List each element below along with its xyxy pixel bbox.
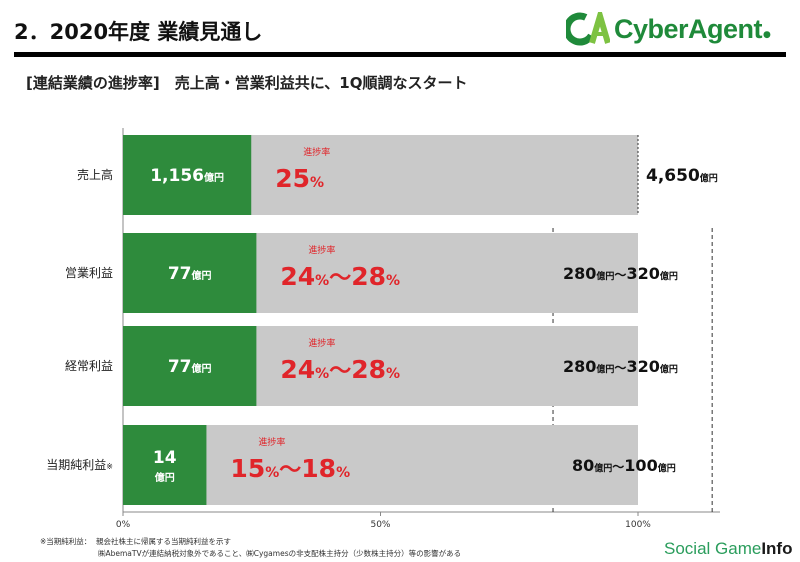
logo-text: CyberAgent [614,13,763,44]
category-label: 経常利益 [65,359,113,373]
bar-achieved [123,326,257,406]
achieved-value: 14 [153,448,177,468]
x-tick-label: 0% [116,520,131,530]
target-value: 4,650億円 [646,166,718,186]
progress-rate: 15%～18% [230,454,350,483]
bar-achieved [123,233,257,313]
category-label: 営業利益 [65,266,113,280]
target-range: 280億円～320億円 [563,357,678,376]
progress-label: 進捗率 [308,337,335,349]
footnote-1: ※当期純利益： 親会社株主に帰属する当期純利益を示す [40,537,232,546]
achieved-value: 77億円 [168,264,212,284]
x-tick-label: 50% [370,520,390,530]
source-credit: Social GameInfo [664,539,793,558]
achieved-value: 77億円 [168,357,212,377]
progress-rate: 24%～28% [280,355,400,384]
progress-label: 進捗率 [308,244,335,256]
category-label: 売上高 [77,167,113,182]
bar-achieved [123,135,252,215]
target-range: 80億円～100億円 [572,456,676,475]
progress-rate: 24%～28% [280,262,400,291]
category-label: 当期純利益※ [46,458,113,472]
achieved-unit: 億円 [155,471,175,484]
ca-logo-mark-icon [563,5,611,46]
footnote-2: ㈱AbemaTVが連結納税対象外であること、㈱Cygamesの非支配株主持分（少… [98,549,462,558]
section-subtitle: [連結業績の進捗率] 売上高・営業利益共に、1Q順調なスタート [26,74,468,92]
achieved-value: 1,156億円 [150,166,224,186]
progress-label: 進捗率 [258,436,285,448]
progress-rate: 25% [275,164,324,193]
target-range: 280億円～320億円 [563,264,678,283]
cyberagent-logo: CyberAgent ● [563,5,771,46]
bar-remaining [123,425,638,505]
x-tick-label: 100% [625,520,651,530]
title-divider [14,52,786,57]
bar-achieved [123,425,207,505]
progress-label: 進捗率 [303,146,330,158]
page-title: 2．2020年度 業績見通し [14,20,263,44]
